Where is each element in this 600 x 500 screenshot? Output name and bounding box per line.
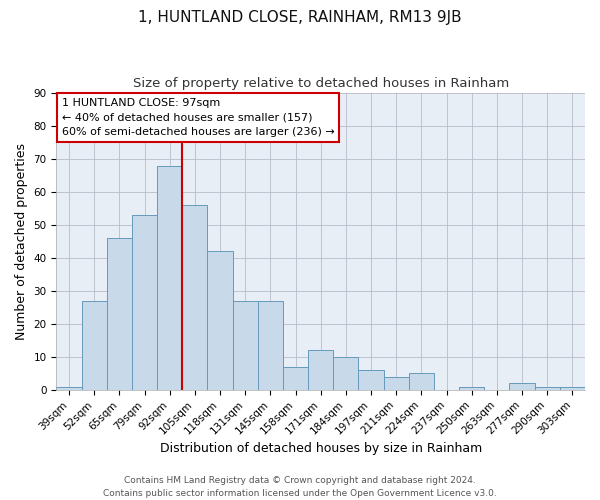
Bar xyxy=(308,350,333,390)
Bar xyxy=(56,386,82,390)
Bar xyxy=(333,357,358,390)
Bar xyxy=(409,374,434,390)
Bar xyxy=(509,384,535,390)
Text: 1, HUNTLAND CLOSE, RAINHAM, RM13 9JB: 1, HUNTLAND CLOSE, RAINHAM, RM13 9JB xyxy=(138,10,462,25)
Bar xyxy=(383,376,409,390)
Bar xyxy=(283,367,308,390)
Y-axis label: Number of detached properties: Number of detached properties xyxy=(15,143,28,340)
Bar xyxy=(182,205,208,390)
Bar xyxy=(132,215,157,390)
Bar xyxy=(233,301,258,390)
Text: 1 HUNTLAND CLOSE: 97sqm
← 40% of detached houses are smaller (157)
60% of semi-d: 1 HUNTLAND CLOSE: 97sqm ← 40% of detache… xyxy=(62,98,334,137)
Bar xyxy=(82,301,107,390)
Bar xyxy=(208,252,233,390)
Bar xyxy=(560,386,585,390)
Bar xyxy=(157,166,182,390)
Text: Contains HM Land Registry data © Crown copyright and database right 2024.
Contai: Contains HM Land Registry data © Crown c… xyxy=(103,476,497,498)
Title: Size of property relative to detached houses in Rainham: Size of property relative to detached ho… xyxy=(133,78,509,90)
X-axis label: Distribution of detached houses by size in Rainham: Distribution of detached houses by size … xyxy=(160,442,482,455)
Bar xyxy=(535,386,560,390)
Bar xyxy=(358,370,383,390)
Bar xyxy=(258,301,283,390)
Bar xyxy=(107,238,132,390)
Bar xyxy=(459,386,484,390)
